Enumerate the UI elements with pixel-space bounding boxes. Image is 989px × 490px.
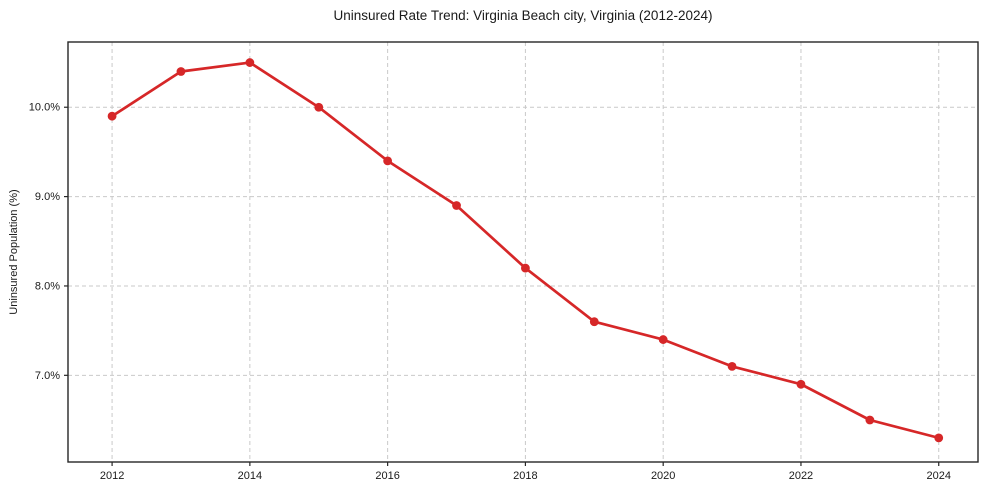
data-point [934, 433, 944, 443]
data-point [727, 361, 737, 371]
x-tick-label: 2016 [375, 470, 399, 482]
x-tick-label: 2018 [513, 470, 537, 482]
data-point [521, 263, 530, 273]
data-point [383, 156, 393, 166]
x-tick-label: 2014 [238, 470, 262, 482]
data-point [176, 67, 186, 76]
data-point [589, 317, 599, 327]
y-tick-label: 10.0% [29, 102, 60, 114]
x-tick-label: 2022 [789, 470, 813, 482]
data-point [796, 379, 806, 389]
plot-border [67, 41, 979, 463]
data-point [107, 111, 117, 121]
y-tick-label: 7.0% [35, 370, 60, 382]
x-tick-label: 2020 [651, 470, 675, 482]
data-point [245, 58, 255, 67]
plot-background [68, 42, 978, 462]
x-tick-label: 2024 [926, 470, 950, 482]
data-point [658, 335, 668, 344]
data-point [452, 201, 461, 210]
data-point [865, 415, 875, 425]
chart-title: Uninsured Rate Trend: Virginia Beach cit… [333, 8, 713, 23]
x-tick-label: 2012 [100, 470, 124, 482]
data-point [314, 102, 324, 112]
y-tick-label: 8.0% [35, 280, 60, 292]
y-tick-label: 9.0% [35, 191, 60, 203]
